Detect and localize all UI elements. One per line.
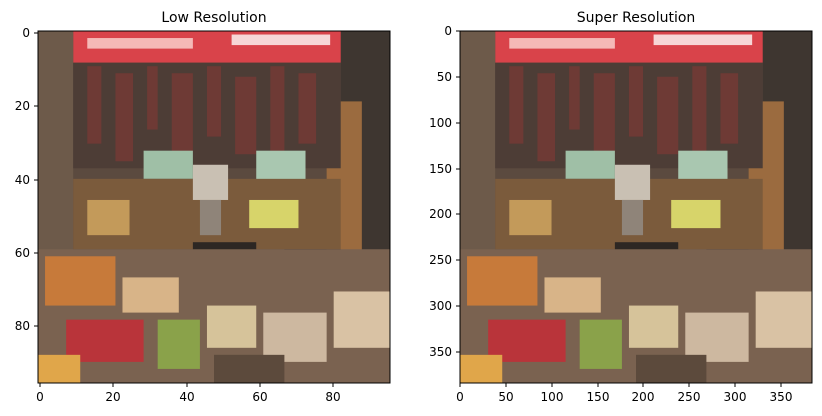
axes-frame-super: [459, 30, 813, 384]
x-tick-label: 80: [325, 390, 340, 404]
y-tick-label: 50: [437, 70, 452, 84]
y-tick-label: 40: [15, 173, 30, 187]
x-tick-label: 40: [179, 390, 194, 404]
panel-super-resolution: Super Resolution 0 50 100 150 200 250 30…: [429, 10, 813, 404]
y-tick-label: 20: [15, 99, 30, 113]
x-ticks-super: 0 50 100 150 200 250 300 350: [456, 383, 792, 404]
x-ticks-low: 0 20 40 60 80: [36, 383, 341, 404]
x-tick-label: 300: [724, 390, 747, 404]
y-tick-label: 250: [429, 253, 452, 267]
x-tick-label: 200: [632, 390, 655, 404]
x-tick-label: 0: [456, 390, 464, 404]
x-tick-label: 350: [770, 390, 793, 404]
y-tick-label: 100: [429, 116, 452, 130]
panel-title-low: Low Resolution: [161, 10, 266, 26]
low-resolution-image: [38, 31, 390, 383]
panel-title-super: Super Resolution: [577, 10, 696, 26]
super-resolution-image: [460, 31, 812, 383]
x-tick-label: 250: [678, 390, 701, 404]
x-tick-label: 50: [498, 390, 513, 404]
y-ticks-low: 0 20 40 60 80: [15, 26, 38, 333]
y-tick-label: 0: [22, 26, 30, 40]
y-ticks-super: 0 50 100 150 200 250 300 350: [429, 24, 460, 359]
x-tick-label: 100: [541, 390, 564, 404]
axes-frame-low: [37, 30, 391, 384]
y-tick-label: 80: [15, 319, 30, 333]
panel-low-resolution: Low Resolution 0 20 40 60 80 0 20 40: [15, 10, 391, 404]
y-tick-label: 60: [15, 246, 30, 260]
x-tick-label: 60: [252, 390, 267, 404]
y-tick-label: 350: [429, 345, 452, 359]
x-tick-label: 0: [36, 390, 44, 404]
x-tick-label: 20: [105, 390, 120, 404]
y-tick-label: 300: [429, 299, 452, 313]
y-tick-label: 0: [444, 24, 452, 38]
x-tick-label: 150: [587, 390, 610, 404]
y-tick-label: 200: [429, 207, 452, 221]
y-tick-label: 150: [429, 162, 452, 176]
